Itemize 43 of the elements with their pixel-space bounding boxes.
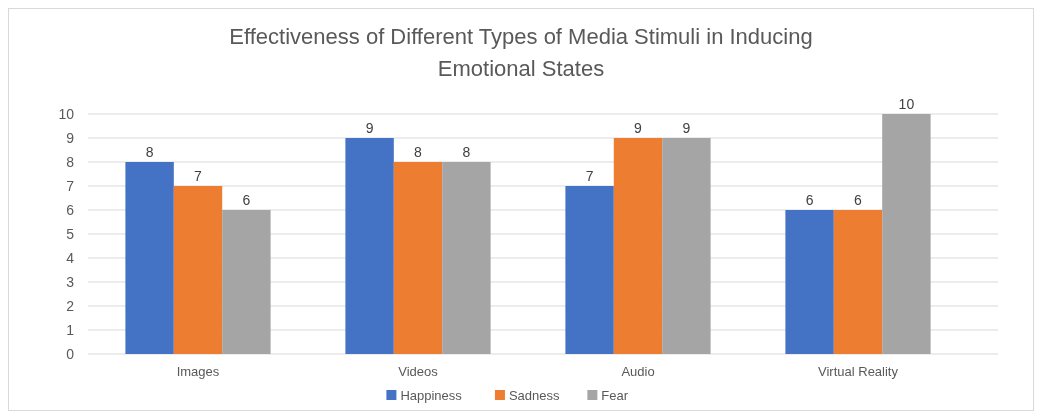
bar (785, 210, 834, 354)
y-tick-label: 1 (66, 321, 75, 338)
chart-title: Effectiveness of Different Types of Media Stimuli in Inducing Emotional States (229, 24, 813, 81)
y-tick-label: 4 (66, 249, 75, 266)
y-tick-label: 10 (58, 105, 75, 122)
bar (125, 162, 174, 354)
data-label: 8 (462, 144, 471, 160)
legend-label: Fear (601, 387, 629, 403)
data-label: 6 (854, 192, 863, 208)
bar (613, 138, 663, 354)
legend-label: Happiness (400, 387, 463, 403)
bar (345, 138, 394, 354)
x-tick-label: Images (176, 364, 220, 379)
data-label: 7 (585, 168, 594, 184)
data-label: 9 (365, 120, 374, 136)
data-label: 7 (194, 168, 203, 184)
bar (882, 114, 931, 354)
data-label: 8 (414, 144, 423, 160)
bar (662, 138, 711, 354)
data-label: 9 (682, 120, 691, 136)
bar (222, 210, 271, 354)
bar (173, 186, 223, 354)
y-tick-label: 2 (66, 297, 75, 314)
data-label: 6 (805, 192, 814, 208)
y-tick-label: 9 (66, 129, 75, 146)
y-tick-label: 7 (66, 177, 75, 194)
data-label: 10 (898, 96, 915, 112)
data-label: 8 (145, 144, 154, 160)
x-tick-label: Videos (398, 364, 439, 379)
bar (565, 186, 614, 354)
bar (442, 162, 491, 354)
data-label: 6 (242, 192, 251, 208)
y-tick-label: 0 (66, 345, 75, 362)
y-tick-label: 6 (66, 201, 75, 218)
x-tick-label: Audio (621, 364, 655, 379)
bar (393, 162, 443, 354)
y-tick-label: 5 (66, 225, 75, 242)
x-tick-label: Virtual Reality (818, 364, 899, 379)
data-label: 9 (634, 120, 643, 136)
y-tick-label: 8 (66, 153, 75, 170)
y-tick-label: 3 (66, 273, 75, 290)
bar (833, 210, 883, 354)
legend-label: Sadness (508, 387, 561, 403)
